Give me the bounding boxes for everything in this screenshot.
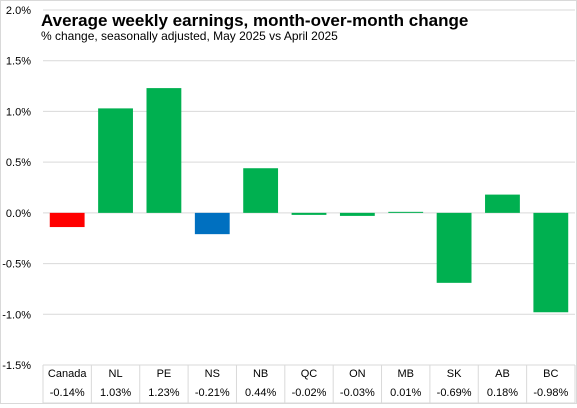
y-tick-label: 0.5%: [6, 157, 31, 169]
data-label: -0.69%: [437, 387, 472, 399]
bar: [485, 194, 520, 213]
y-tick-label: 0.0%: [6, 208, 31, 220]
category-label: NS: [205, 368, 220, 380]
bar: [49, 212, 85, 228]
bar: [533, 212, 569, 313]
y-tick-label: 1.5%: [6, 56, 31, 68]
data-label: -0.02%: [292, 387, 327, 399]
y-tick-label: 1.0%: [6, 106, 31, 118]
data-label: -0.98%: [533, 387, 568, 399]
category-label: NB: [253, 368, 268, 380]
category-label: ON: [349, 368, 366, 380]
data-label: 0.44%: [245, 387, 276, 399]
bar: [291, 212, 327, 215]
data-label: -0.03%: [340, 387, 375, 399]
category-label: PE: [157, 368, 172, 380]
chart-title: Average weekly earnings, month-over-mont…: [41, 11, 469, 30]
bar: [98, 108, 133, 213]
y-tick-label: -0.5%: [2, 259, 31, 271]
bar: [146, 88, 182, 213]
y-tick-label: 2.0%: [6, 5, 31, 17]
category-label: SK: [447, 368, 462, 380]
y-tick-label: -1.0%: [2, 309, 31, 321]
category-label: BC: [543, 368, 558, 380]
bar: [339, 212, 375, 216]
data-label: -0.21%: [195, 387, 230, 399]
data-label: -0.14%: [50, 387, 85, 399]
bar: [388, 211, 424, 213]
bar: [436, 212, 472, 283]
data-label: 1.03%: [100, 387, 131, 399]
bar: [194, 212, 230, 235]
data-label: 1.23%: [148, 387, 179, 399]
category-label: AB: [495, 368, 510, 380]
y-tick-label: -1.5%: [2, 360, 31, 372]
category-label: Canada: [48, 368, 87, 380]
category-label: QC: [301, 368, 318, 380]
chart-subtitle: % change, seasonally adjusted, May 2025 …: [41, 29, 338, 43]
data-label: 0.01%: [390, 387, 421, 399]
category-label: NL: [109, 368, 123, 380]
bar: [243, 168, 279, 213]
data-label: 0.18%: [487, 387, 518, 399]
category-label: MB: [397, 368, 414, 380]
